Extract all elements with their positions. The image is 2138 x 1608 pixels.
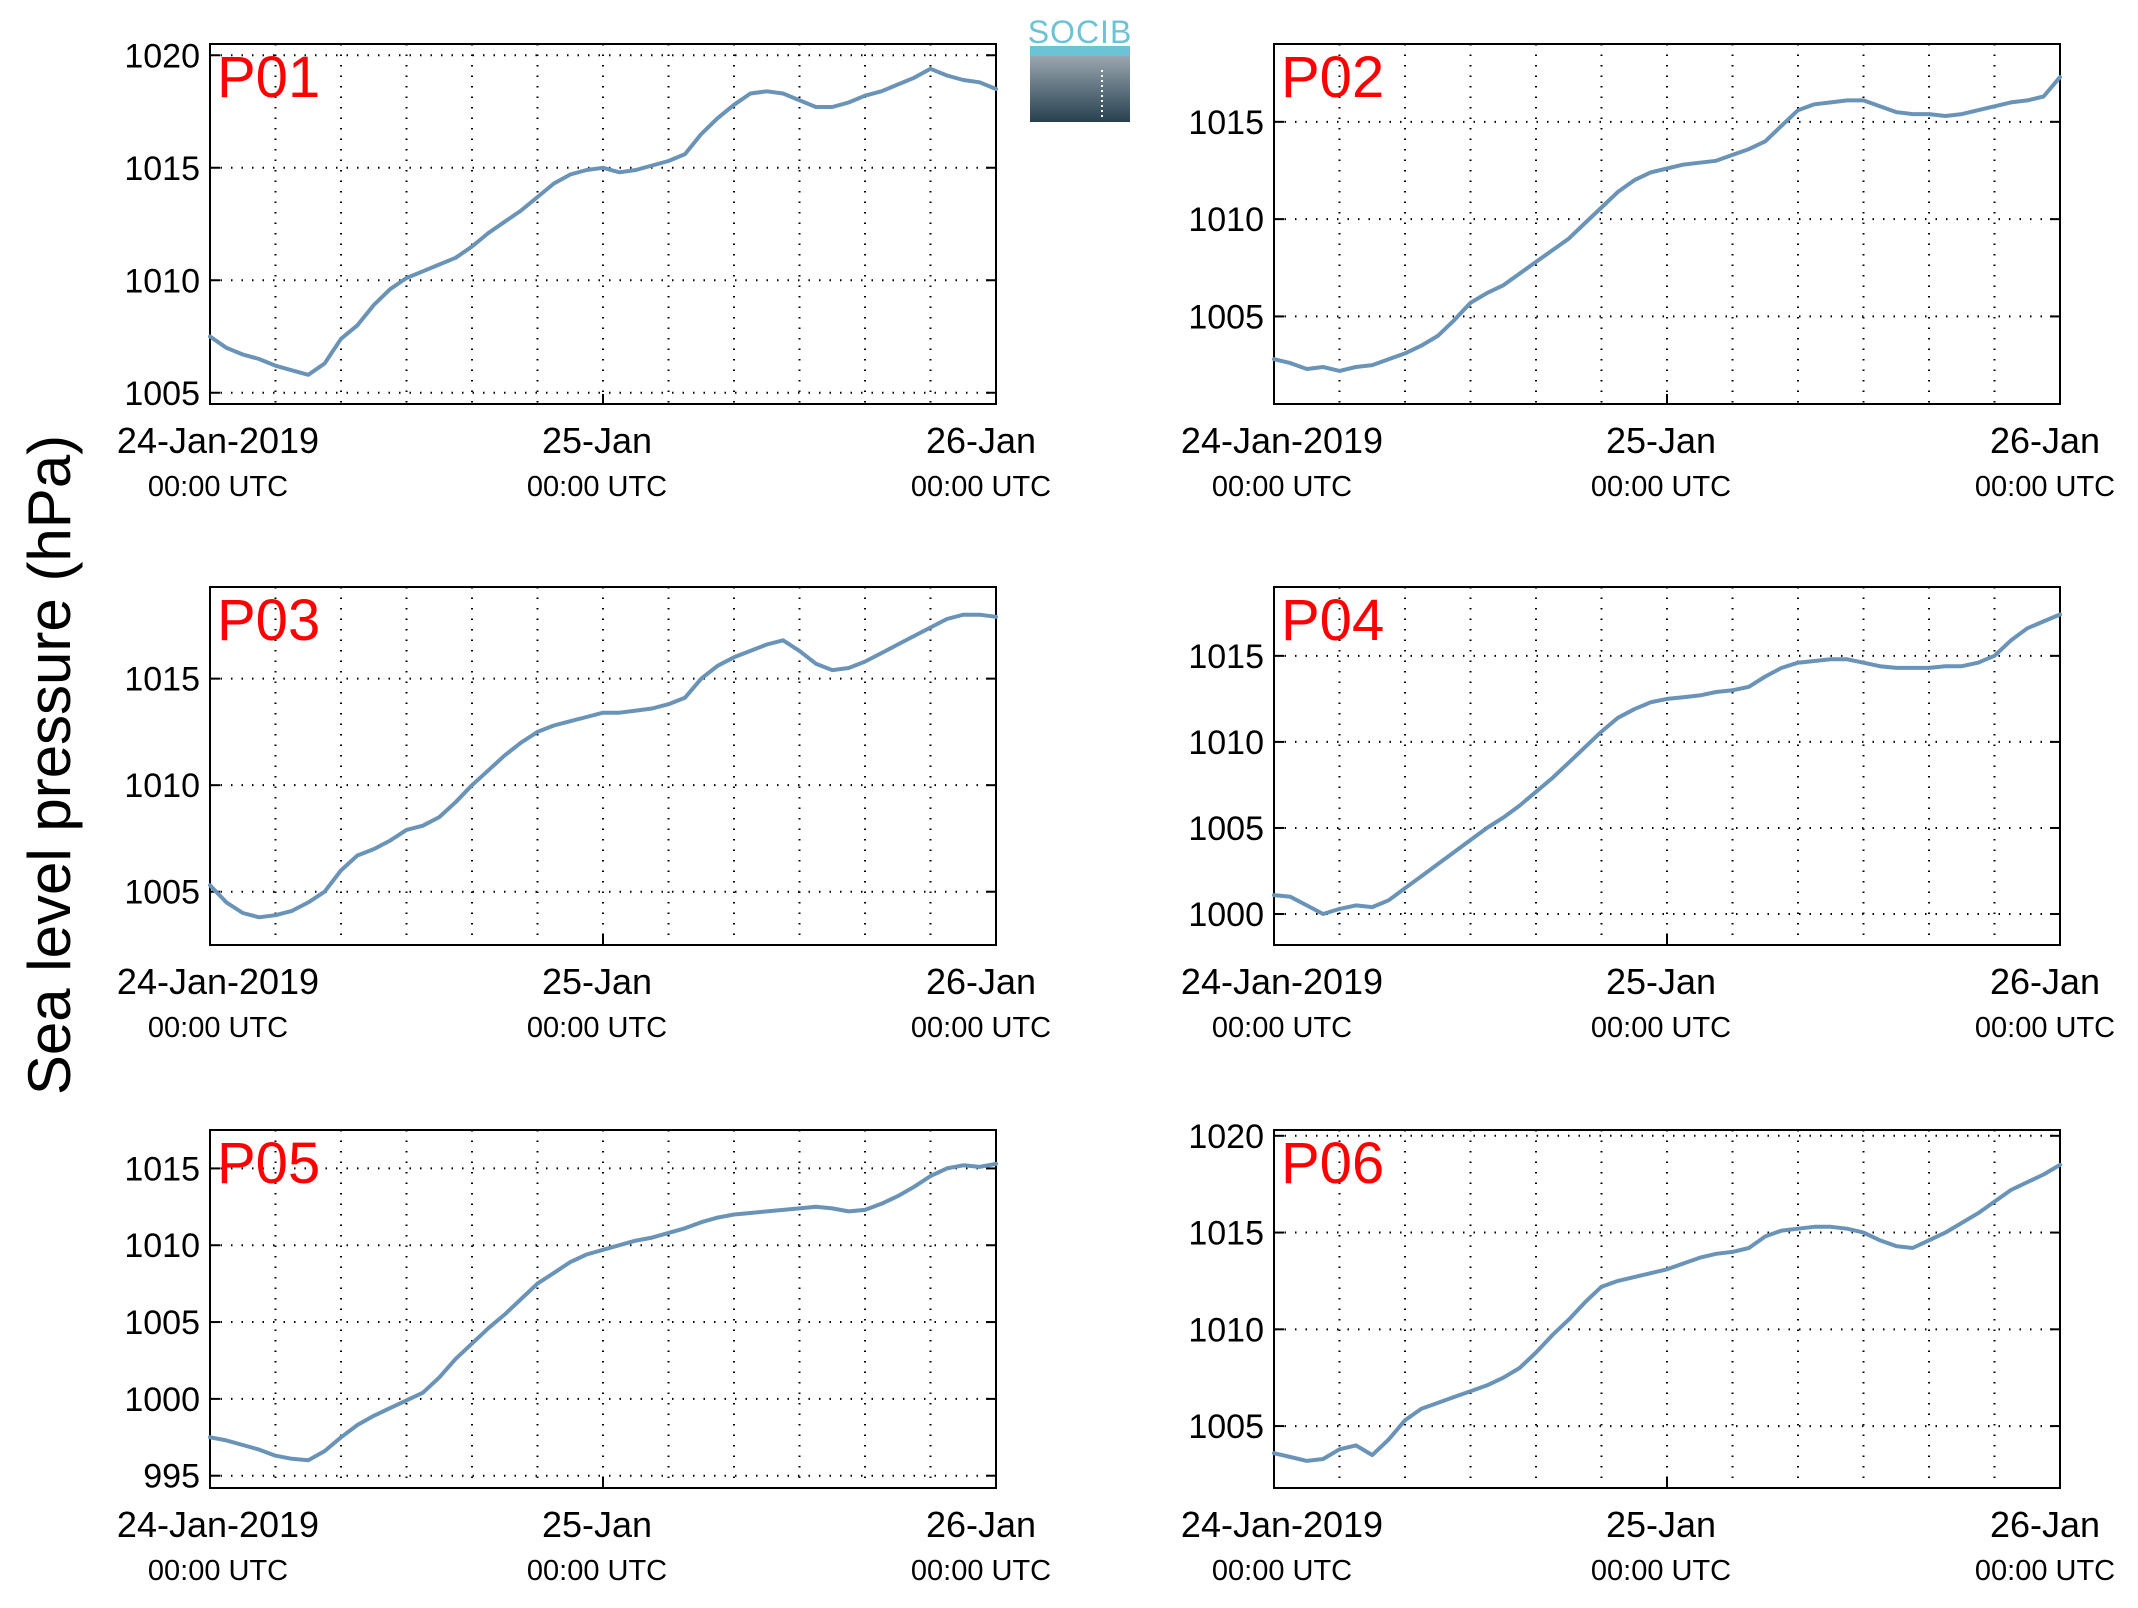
x-tick-label: 24-Jan-2019 — [117, 1504, 319, 1545]
x-tick-sublabel: 00:00 UTC — [911, 471, 1051, 503]
x-tick-sublabel: 00:00 UTC — [1975, 471, 2115, 503]
x-tick-label: 24-Jan-2019 — [1181, 1504, 1383, 1545]
y-tick-label: 1000 — [1188, 896, 1264, 934]
x-tick-sublabel: 00:00 UTC — [148, 1555, 288, 1587]
y-tick-label: 1005 — [124, 375, 200, 413]
y-tick-label: 1010 — [124, 1227, 200, 1265]
x-tick-sublabel: 00:00 UTC — [911, 1555, 1051, 1587]
x-tick-sublabel: 00:00 UTC — [148, 471, 288, 503]
y-tick-label: 1010 — [1188, 724, 1264, 762]
y-tick-label: 1000 — [124, 1381, 200, 1419]
socib-logo-text: SOCIB — [1028, 14, 1133, 50]
series-line-p01 — [208, 66, 998, 377]
x-tick-sublabel: 00:00 UTC — [1591, 471, 1731, 503]
x-tick-label: 26-Jan — [926, 961, 1036, 1002]
y-tick-label: 1015 — [1188, 1215, 1264, 1253]
x-tick-label: 24-Jan-2019 — [117, 961, 319, 1002]
panel-label: P02 — [1281, 45, 1384, 110]
x-tick-sublabel: 00:00 UTC — [1591, 1555, 1731, 1587]
y-tick-label: 1020 — [124, 37, 200, 75]
x-tick-sublabel: 00:00 UTC — [1212, 1555, 1352, 1587]
panel-label: P06 — [1281, 1131, 1384, 1196]
panel-p01: 1005 1010 1015 1020 24-Jan-2019 00:00 UTC 25-J… — [117, 37, 1051, 503]
y-tick-label: 1005 — [124, 874, 200, 912]
panel-p05: 995 1000 1005 1010 1015 24-Jan-2019 00:00 UTC 2… — [117, 1129, 1051, 1587]
x-tick-sublabel: 00:00 UTC — [527, 1555, 667, 1587]
y-tick-label: 995 — [143, 1458, 200, 1496]
x-tick-sublabel: 00:00 UTC — [1975, 1555, 2115, 1587]
x-tick-label: 26-Jan — [926, 1504, 1036, 1545]
x-tick-sublabel: 00:00 UTC — [1212, 471, 1352, 503]
y-tick-label: 1010 — [124, 767, 200, 805]
series-line-p05 — [208, 1161, 998, 1463]
x-tick-label: 26-Jan — [1990, 961, 2100, 1002]
y-tick-label: 1005 — [1188, 1408, 1264, 1446]
socib-logo: SOCIB — [1028, 14, 1133, 122]
x-tick-label: 24-Jan-2019 — [1181, 961, 1383, 1002]
x-tick-label: 24-Jan-2019 — [117, 420, 319, 461]
x-tick-sublabel: 00:00 UTC — [148, 1012, 288, 1044]
panel-p04: 1000 1005 1010 1015 24-Jan-2019 00:00 UTC 25-J… — [1181, 586, 2115, 1044]
figure-ylabel: Sea level pressure (hPa) — [16, 435, 83, 1095]
x-tick-sublabel: 00:00 UTC — [1212, 1012, 1352, 1044]
panel-p06: 1005 1010 1015 1020 24-Jan-2019 00:00 UTC 25-J… — [1181, 1118, 2115, 1587]
panel-p03: 1005 1010 1015 24-Jan-2019 00:00 UTC 25-Jan 00… — [117, 586, 1051, 1044]
series-line-p04 — [1272, 612, 2062, 916]
x-tick-label: 26-Jan — [1990, 420, 2100, 461]
y-tick-label: 1010 — [124, 262, 200, 300]
x-tick-label: 26-Jan — [926, 420, 1036, 461]
x-tick-label: 25-Jan — [542, 1504, 652, 1545]
y-tick-label: 1005 — [1188, 810, 1264, 848]
x-tick-sublabel: 00:00 UTC — [527, 471, 667, 503]
y-tick-label: 1010 — [1188, 201, 1264, 239]
x-tick-label: 24-Jan-2019 — [1181, 420, 1383, 461]
panel-label: P01 — [217, 45, 320, 110]
x-tick-label: 25-Jan — [542, 961, 652, 1002]
series-line-p06 — [1272, 1162, 2062, 1463]
x-tick-sublabel: 00:00 UTC — [527, 1012, 667, 1044]
series-line-p03 — [208, 612, 998, 920]
y-tick-label: 1005 — [124, 1304, 200, 1342]
x-tick-label: 25-Jan — [1606, 961, 1716, 1002]
x-tick-sublabel: 00:00 UTC — [911, 1012, 1051, 1044]
series-line-p02 — [1272, 75, 2062, 373]
y-tick-label: 1005 — [1188, 298, 1264, 336]
y-tick-label: 1015 — [1188, 638, 1264, 676]
y-tick-label: 1010 — [1188, 1311, 1264, 1349]
x-tick-label: 25-Jan — [1606, 420, 1716, 461]
y-tick-label: 1020 — [1188, 1118, 1264, 1156]
x-tick-label: 25-Jan — [542, 420, 652, 461]
panel-label: P03 — [217, 588, 320, 653]
y-tick-label: 1015 — [124, 150, 200, 188]
x-tick-sublabel: 00:00 UTC — [1591, 1012, 1731, 1044]
y-tick-label: 1015 — [124, 661, 200, 699]
panel-label: P04 — [1281, 588, 1384, 653]
y-tick-label: 1015 — [124, 1150, 200, 1188]
y-tick-label: 1015 — [1188, 104, 1264, 142]
x-tick-sublabel: 00:00 UTC — [1975, 1012, 2115, 1044]
x-tick-label: 26-Jan — [1990, 1504, 2100, 1545]
x-tick-label: 25-Jan — [1606, 1504, 1716, 1545]
panel-p02: 1005 1010 1015 24-Jan-2019 00:00 UTC 25-Jan 00… — [1181, 43, 2115, 503]
panel-label: P05 — [217, 1131, 320, 1196]
